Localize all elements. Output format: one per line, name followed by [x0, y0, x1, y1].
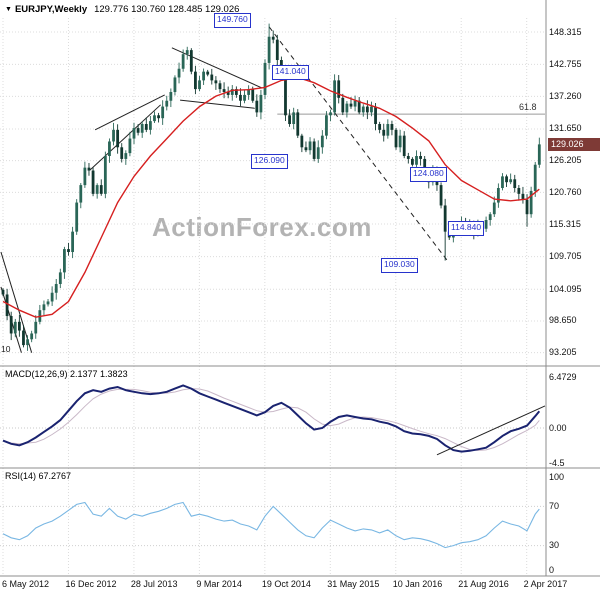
ohlc-values: 129.776 130.760 128.485 129.026	[94, 4, 240, 15]
price-axis[interactable]	[546, 0, 600, 576]
symbol-title: EURJPY,Weekly	[14, 4, 88, 15]
rsi-label: RSI(14) 67.2767	[5, 471, 72, 481]
watermark: ActionForex.com	[152, 212, 372, 242]
left-edge-label: 10	[1, 344, 11, 354]
macd-label: MACD(12,26,9) 2.1377 1.3823	[5, 369, 128, 379]
symbol-dropdown-icon[interactable]: ▼	[5, 6, 12, 13]
time-axis[interactable]	[0, 576, 600, 600]
chart-header: ▼ EURJPY,Weekly 129.776 130.760 128.485 12…	[5, 4, 239, 15]
